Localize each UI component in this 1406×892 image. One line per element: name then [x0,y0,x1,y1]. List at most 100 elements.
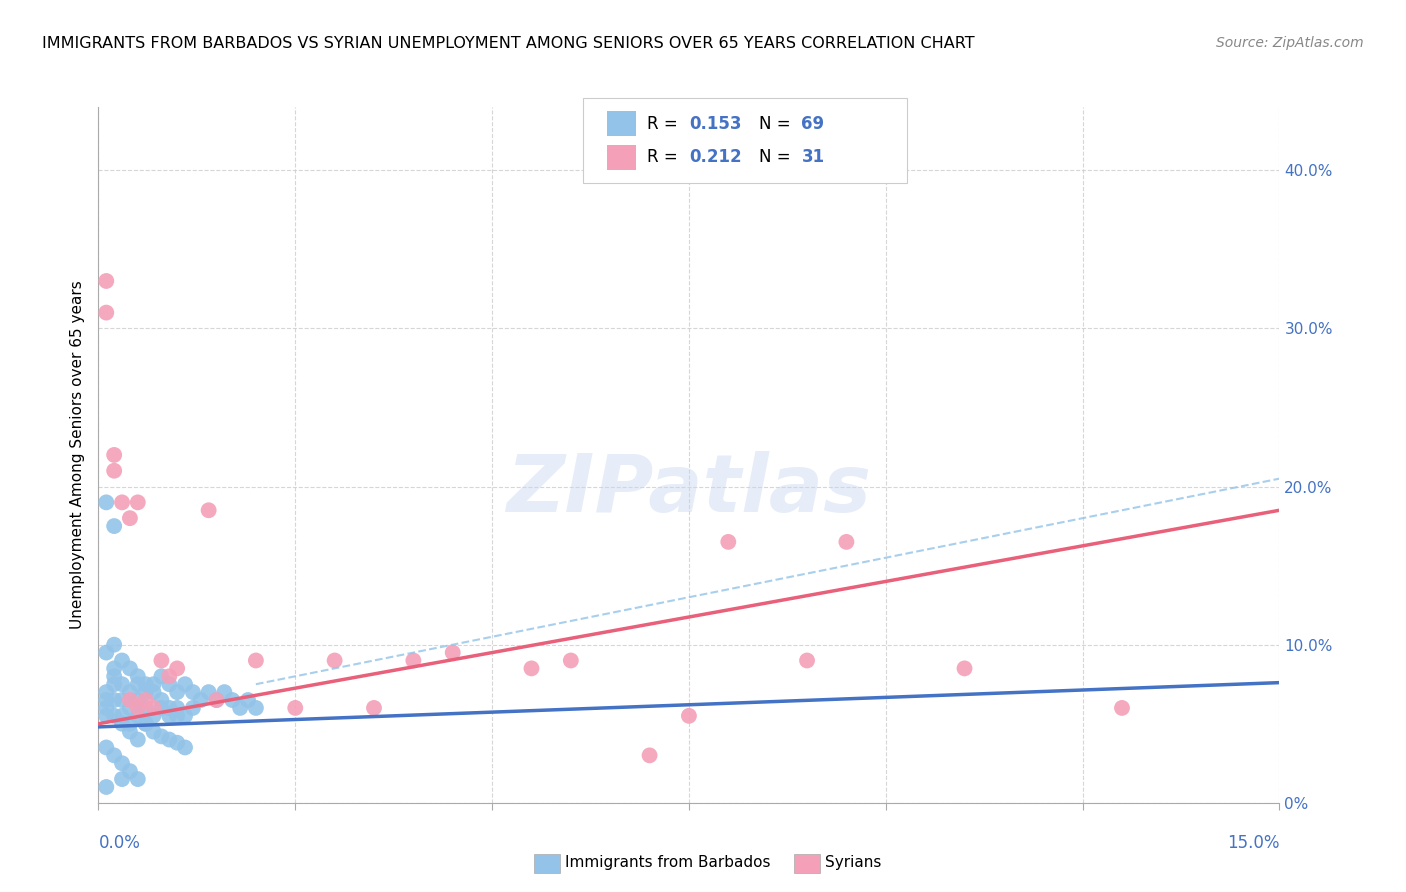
Text: Syrians: Syrians [825,855,882,870]
Point [96,305,118,319]
Point [205,693,228,707]
Point [96,495,118,509]
Point [150,653,173,667]
Point [118,764,141,779]
Point [229,701,252,715]
Point [197,503,219,517]
Point [142,708,165,723]
Point [127,693,149,707]
Point [197,685,219,699]
Point [157,708,180,723]
Point [118,724,141,739]
Point [284,701,307,715]
Point [118,511,141,525]
Point [157,701,180,715]
Point [150,701,173,715]
Point [118,716,141,731]
Point [717,534,740,549]
Point [103,748,125,763]
Point [221,693,243,707]
Point [181,701,204,715]
Point [214,685,236,699]
Text: 0.0%: 0.0% [98,834,141,852]
Point [638,748,661,763]
Point [205,693,228,707]
Point [1111,701,1133,715]
Point [150,669,173,683]
Text: 0.153: 0.153 [689,115,741,133]
Point [142,701,165,715]
Point [103,677,125,691]
Point [127,495,149,509]
Point [245,701,267,715]
Point [174,677,197,691]
Point [96,274,118,288]
Point [166,661,188,675]
Point [835,534,858,549]
Point [118,693,141,707]
Point [402,653,425,667]
Point [118,701,141,715]
Point [135,716,157,731]
Point [520,661,543,675]
Point [166,736,188,750]
Text: 69: 69 [801,115,824,133]
Point [103,464,125,478]
Point [103,661,125,675]
Point [111,677,134,691]
Point [166,685,188,699]
Point [111,772,134,786]
Point [96,708,118,723]
Point [181,685,204,699]
Y-axis label: Unemployment Among Seniors over 65 years: Unemployment Among Seniors over 65 years [70,281,86,629]
Point [96,780,118,794]
Text: R =: R = [647,115,683,133]
Point [245,653,267,667]
Point [96,693,118,707]
Point [190,693,212,707]
Text: 15.0%: 15.0% [1227,834,1279,852]
Point [103,669,125,683]
Point [236,693,259,707]
Point [135,716,157,731]
Point [111,653,134,667]
Point [111,708,134,723]
Point [103,519,125,533]
Point [96,685,118,699]
Point [118,685,141,699]
Point [135,701,157,715]
Point [135,693,157,707]
Point [111,693,134,707]
Point [174,740,197,755]
Point [441,646,464,660]
Point [135,685,157,699]
Point [796,653,818,667]
Point [150,730,173,744]
Text: N =: N = [759,148,796,166]
Point [142,724,165,739]
Point [150,693,173,707]
Text: R =: R = [647,148,683,166]
Point [127,669,149,683]
Point [678,708,700,723]
Point [127,772,149,786]
Point [157,669,180,683]
Point [96,646,118,660]
Point [103,638,125,652]
Text: ZIPatlas: ZIPatlas [506,450,872,529]
Point [103,708,125,723]
Point [96,701,118,715]
Point [166,708,188,723]
Point [118,661,141,675]
Point [560,653,582,667]
Point [127,701,149,715]
Point [127,708,149,723]
Point [111,756,134,771]
Point [96,740,118,755]
Point [103,448,125,462]
Point [323,653,346,667]
Point [111,495,134,509]
Point [103,693,125,707]
Point [142,685,165,699]
Point [953,661,976,675]
